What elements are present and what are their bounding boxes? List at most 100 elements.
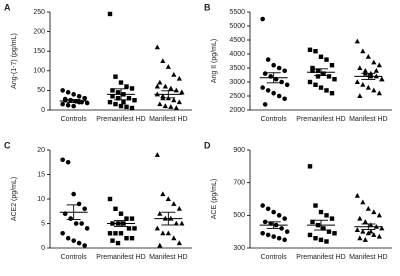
point: [324, 57, 329, 62]
x-tick-label: Manifest HD: [149, 116, 188, 123]
point: [71, 238, 76, 243]
point: [326, 74, 332, 79]
point: [354, 192, 360, 198]
point: [115, 90, 121, 95]
point: [129, 86, 135, 91]
point: [173, 105, 179, 111]
point: [326, 229, 332, 234]
y-tick-label: 700: [233, 180, 245, 187]
point: [132, 98, 137, 103]
panel: B Ang II (pg/mL) 2000 2500 3000 3500 4000 4500 5…: [204, 2, 392, 123]
point: [118, 103, 124, 109]
y-tick-label: 3000: [229, 79, 245, 86]
point: [157, 79, 163, 85]
y-tick-label: 2000: [229, 107, 245, 114]
point: [71, 103, 76, 109]
point: [121, 99, 126, 105]
point: [176, 75, 182, 81]
point: [376, 212, 382, 218]
point: [162, 103, 168, 109]
point: [329, 63, 335, 68]
point: [176, 206, 182, 211]
point: [329, 216, 335, 221]
point: [282, 96, 287, 102]
point: [271, 209, 276, 215]
point: [71, 92, 76, 97]
point: [260, 85, 265, 90]
y-tick-label: 50: [37, 87, 45, 94]
point: [113, 101, 118, 107]
point: [124, 104, 129, 110]
panel: D ACE (pg/mL) 300 500 700 900 Controls Premanif…: [204, 140, 392, 261]
point: [107, 99, 113, 105]
point: [176, 99, 182, 105]
point: [307, 232, 313, 238]
y-tick-label: 5: [41, 220, 45, 227]
point: [162, 83, 168, 89]
point: [276, 235, 282, 241]
y-axis-label: ACE (pg/mL): [211, 179, 218, 219]
point: [157, 101, 163, 107]
point: [73, 221, 79, 226]
point: [82, 243, 87, 248]
panel: A Ang-(1-7) (pg/mL) 0 50 100 150 200 250 Control…: [4, 2, 192, 123]
point: [315, 68, 321, 73]
point: [313, 236, 318, 241]
point: [76, 240, 82, 246]
x-tick-label: Manifest HD: [349, 254, 388, 261]
point: [60, 101, 65, 107]
x-tick-label: Controls: [61, 254, 88, 261]
point: [118, 231, 124, 236]
point: [321, 71, 326, 76]
point: [76, 201, 82, 207]
point: [282, 68, 287, 74]
panel: C ACE2 (pg/mL) 0 5 10 15 20 Controls Premanifest…: [4, 140, 192, 261]
point: [265, 232, 271, 238]
point: [324, 239, 329, 244]
x-tick-label: Manifest HD: [349, 116, 388, 123]
point: [84, 100, 90, 106]
point: [357, 93, 363, 98]
x-tick-label: Premanifest HD: [296, 254, 345, 261]
point: [307, 79, 313, 85]
point: [115, 240, 121, 246]
point: [365, 84, 371, 90]
point: [313, 49, 318, 54]
point: [368, 222, 374, 228]
point: [115, 96, 121, 101]
point: [262, 102, 268, 107]
point: [276, 93, 282, 99]
point: [318, 54, 324, 59]
point: [365, 54, 371, 59]
panel-letter: C: [4, 140, 11, 150]
point: [360, 48, 366, 54]
point: [160, 230, 166, 236]
point: [360, 228, 366, 234]
point: [60, 157, 65, 163]
point: [165, 230, 171, 236]
panel-letter: D: [204, 140, 211, 150]
point: [179, 220, 185, 226]
point: [65, 235, 71, 241]
point: [124, 236, 129, 241]
point: [318, 209, 324, 215]
point: [107, 196, 113, 202]
point: [171, 201, 177, 206]
point: [154, 225, 160, 231]
x-tick-label: Controls: [61, 116, 88, 123]
point: [260, 16, 265, 22]
point: [154, 44, 160, 50]
y-tick-label: 200: [33, 28, 45, 35]
point: [157, 242, 163, 248]
point: [371, 209, 377, 215]
point: [360, 199, 366, 205]
point: [279, 79, 284, 85]
point: [129, 236, 135, 241]
point: [65, 90, 71, 95]
x-tick-label: Premanifest HD: [296, 116, 345, 123]
point: [84, 226, 90, 231]
point: [265, 206, 271, 212]
y-tick-label: 150: [33, 48, 45, 55]
x-tick-label: Premanifest HD: [96, 254, 145, 261]
